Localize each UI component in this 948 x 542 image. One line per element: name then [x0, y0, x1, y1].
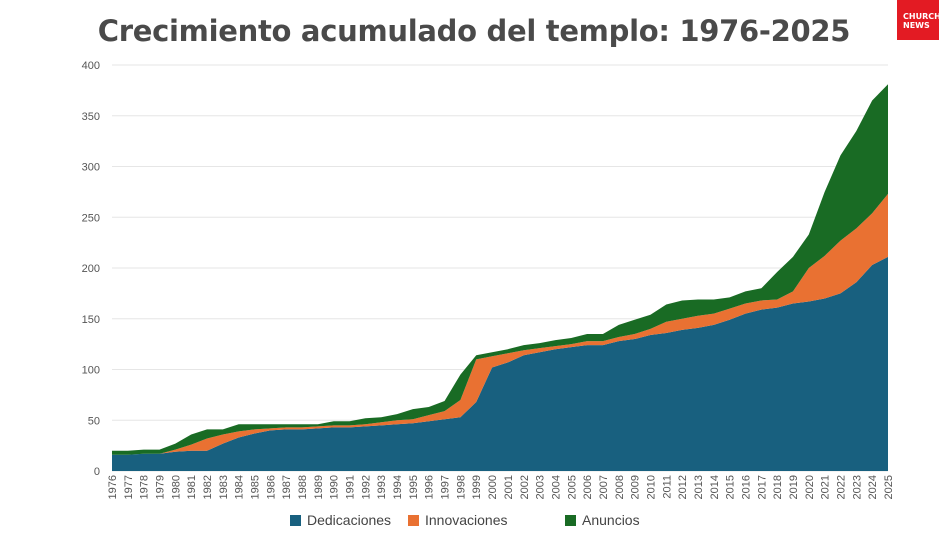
- y-tick-label: 350: [82, 111, 100, 123]
- x-tick-label: 2020: [804, 475, 816, 499]
- x-tick-label: 1994: [392, 475, 404, 499]
- x-tick-label: 2001: [503, 475, 515, 499]
- x-tick-label: 2010: [645, 475, 657, 499]
- x-tick-label: 1980: [170, 475, 182, 499]
- x-tick-label: 2012: [677, 475, 689, 499]
- logo-line-2: NEWS: [903, 21, 930, 30]
- x-tick-label: 1978: [139, 475, 151, 499]
- legend-item-anuncios: Anuncios: [565, 512, 640, 528]
- x-tick-label: 1987: [281, 475, 293, 499]
- x-tick-label: 1995: [408, 475, 420, 499]
- x-tick-label: 1979: [155, 475, 167, 499]
- x-tick-label: 1988: [297, 475, 309, 499]
- x-tick-label: 2005: [566, 475, 578, 499]
- x-tick-label: 2003: [535, 475, 547, 499]
- x-tick-label: 2006: [582, 475, 594, 499]
- church-news-logo: CHURCH NEWS: [897, 0, 941, 40]
- legend-swatch-innovaciones: [408, 514, 419, 526]
- legend-label-dedicaciones: Dedicaciones: [307, 512, 392, 528]
- x-tick-label: 1981: [186, 475, 198, 499]
- y-tick-label: 0: [94, 466, 100, 478]
- x-tick-label: 2007: [598, 475, 610, 499]
- area-series-dedicaciones: [112, 256, 888, 471]
- x-tick-label: 1990: [329, 475, 341, 499]
- x-tick-label: 1985: [250, 475, 262, 499]
- x-tick-label: 2009: [630, 475, 642, 499]
- legend-label-anuncios: Anuncios: [582, 512, 640, 528]
- x-tick-label: 1993: [376, 475, 388, 499]
- y-tick-label: 400: [82, 60, 100, 72]
- chart-legend: Dedicaciones Innovaciones Anuncios: [0, 512, 948, 532]
- x-tick-label: 2015: [725, 475, 737, 499]
- logo-line-1: CHURCH: [903, 12, 941, 21]
- x-tick-label: 1997: [440, 475, 452, 499]
- x-tick-label: 1983: [218, 475, 230, 499]
- x-tick-label: 1992: [360, 475, 372, 499]
- x-tick-label: 1984: [234, 475, 246, 499]
- legend-label-innovaciones: Innovaciones: [425, 512, 508, 528]
- legend-item-dedicaciones: Dedicaciones: [290, 512, 391, 528]
- y-tick-label: 100: [82, 365, 100, 377]
- x-tick-label: 2017: [756, 475, 768, 499]
- x-tick-label: 2004: [550, 475, 562, 499]
- x-tick-label: 1982: [202, 475, 214, 499]
- x-tick-label: 1999: [471, 475, 483, 499]
- x-tick-label: 2025: [883, 475, 895, 499]
- x-tick-label: 2023: [851, 475, 863, 499]
- x-tick-label: 2014: [709, 475, 721, 499]
- x-tick-label: 2016: [740, 475, 752, 499]
- x-tick-label: 1996: [424, 475, 436, 499]
- x-tick-label: 2011: [661, 475, 673, 499]
- x-tick-label: 1998: [455, 475, 467, 499]
- x-tick-label: 2013: [693, 475, 705, 499]
- x-tick-label: 1976: [107, 475, 119, 499]
- x-tick-label: 2022: [835, 475, 847, 499]
- y-tick-label: 300: [82, 162, 100, 174]
- legend-swatch-anuncios: [565, 514, 576, 526]
- x-tick-label: 1977: [123, 475, 135, 499]
- x-tick-label: 1989: [313, 475, 325, 499]
- x-tick-label: 1991: [345, 475, 357, 499]
- x-tick-label: 2019: [788, 475, 800, 499]
- x-tick-label: 2008: [614, 475, 626, 499]
- legend-swatch-dedicaciones: [290, 514, 301, 526]
- x-tick-label: 2002: [519, 475, 531, 499]
- y-tick-label: 150: [82, 314, 100, 326]
- x-tick-label: 2000: [487, 475, 499, 499]
- x-tick-label: 2024: [867, 475, 879, 499]
- chart-title: Crecimiento acumulado del templo: 1976-2…: [97, 14, 851, 48]
- y-tick-label: 50: [88, 415, 100, 427]
- x-tick-label: 1986: [265, 475, 277, 499]
- x-tick-label: 2021: [820, 475, 832, 499]
- y-tick-label: 200: [82, 263, 100, 275]
- legend-item-innovaciones: Innovaciones: [408, 512, 508, 528]
- y-tick-label: 250: [82, 212, 100, 224]
- x-tick-label: 2018: [772, 475, 784, 499]
